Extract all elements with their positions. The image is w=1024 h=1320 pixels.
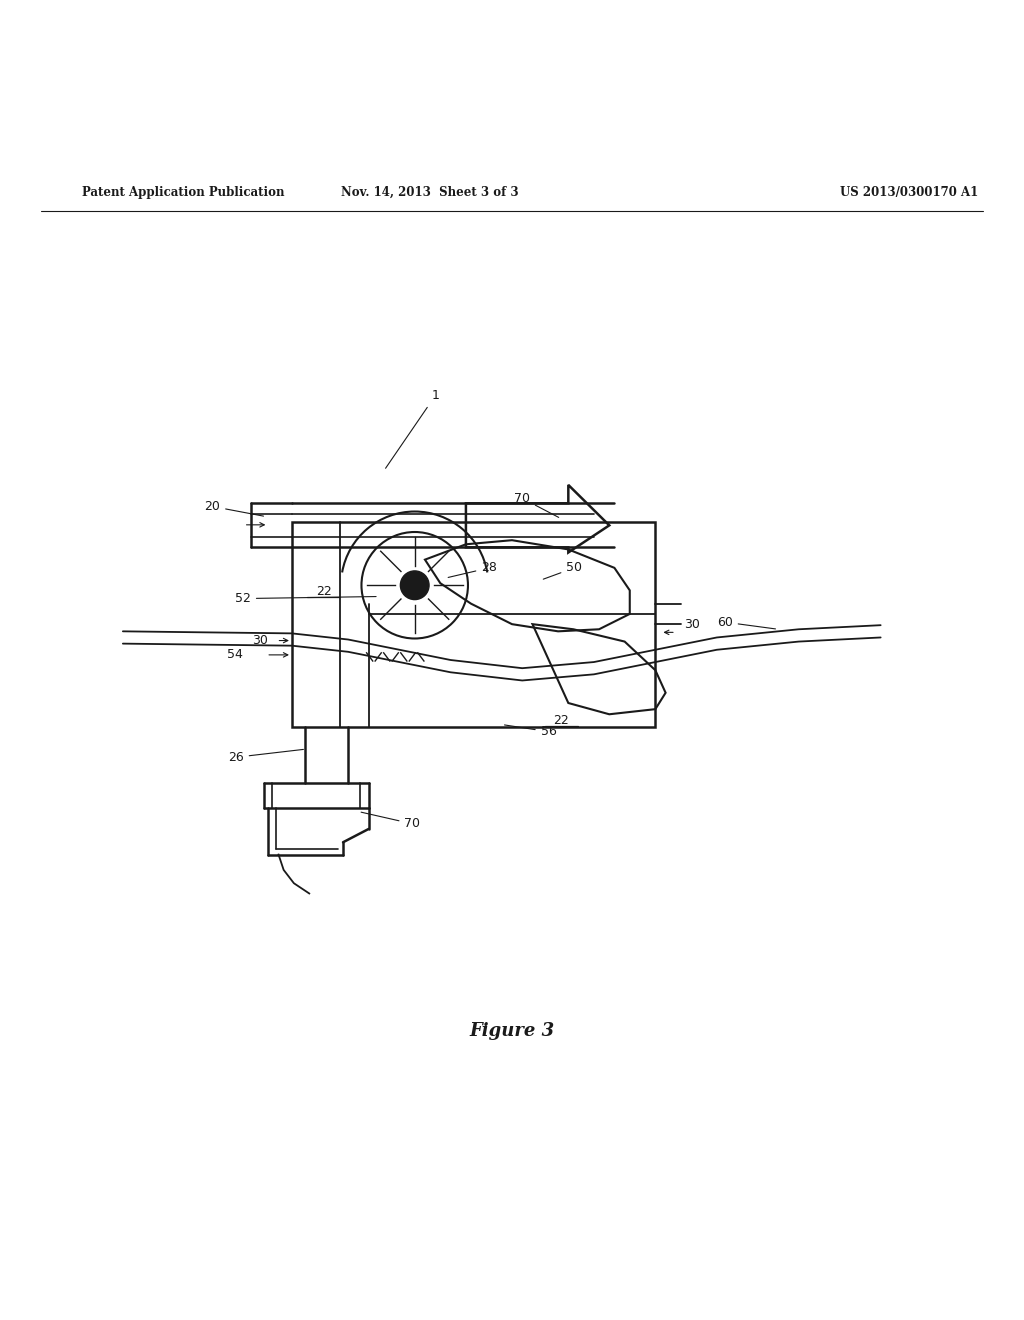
Text: US 2013/0300170 A1: US 2013/0300170 A1 — [840, 186, 978, 198]
Bar — [292, 521, 655, 726]
Text: 1: 1 — [386, 389, 439, 469]
Text: Nov. 14, 2013  Sheet 3 of 3: Nov. 14, 2013 Sheet 3 of 3 — [341, 186, 519, 198]
Text: 30: 30 — [684, 618, 700, 631]
Text: Figure 3: Figure 3 — [469, 1022, 555, 1040]
Circle shape — [400, 572, 429, 599]
Text: 30: 30 — [252, 634, 268, 647]
Text: 60: 60 — [717, 615, 775, 628]
Text: 20: 20 — [204, 500, 263, 516]
Text: 50: 50 — [544, 561, 583, 579]
Text: Patent Application Publication: Patent Application Publication — [82, 186, 285, 198]
Text: 70: 70 — [361, 812, 421, 830]
Text: 22: 22 — [315, 585, 332, 598]
Text: 26: 26 — [228, 750, 303, 764]
Text: 22: 22 — [553, 714, 569, 727]
Text: 28: 28 — [449, 561, 498, 577]
Text: 56: 56 — [505, 725, 557, 738]
Text: 70: 70 — [514, 492, 559, 517]
Text: 54: 54 — [226, 648, 243, 661]
Text: 52: 52 — [234, 593, 376, 605]
